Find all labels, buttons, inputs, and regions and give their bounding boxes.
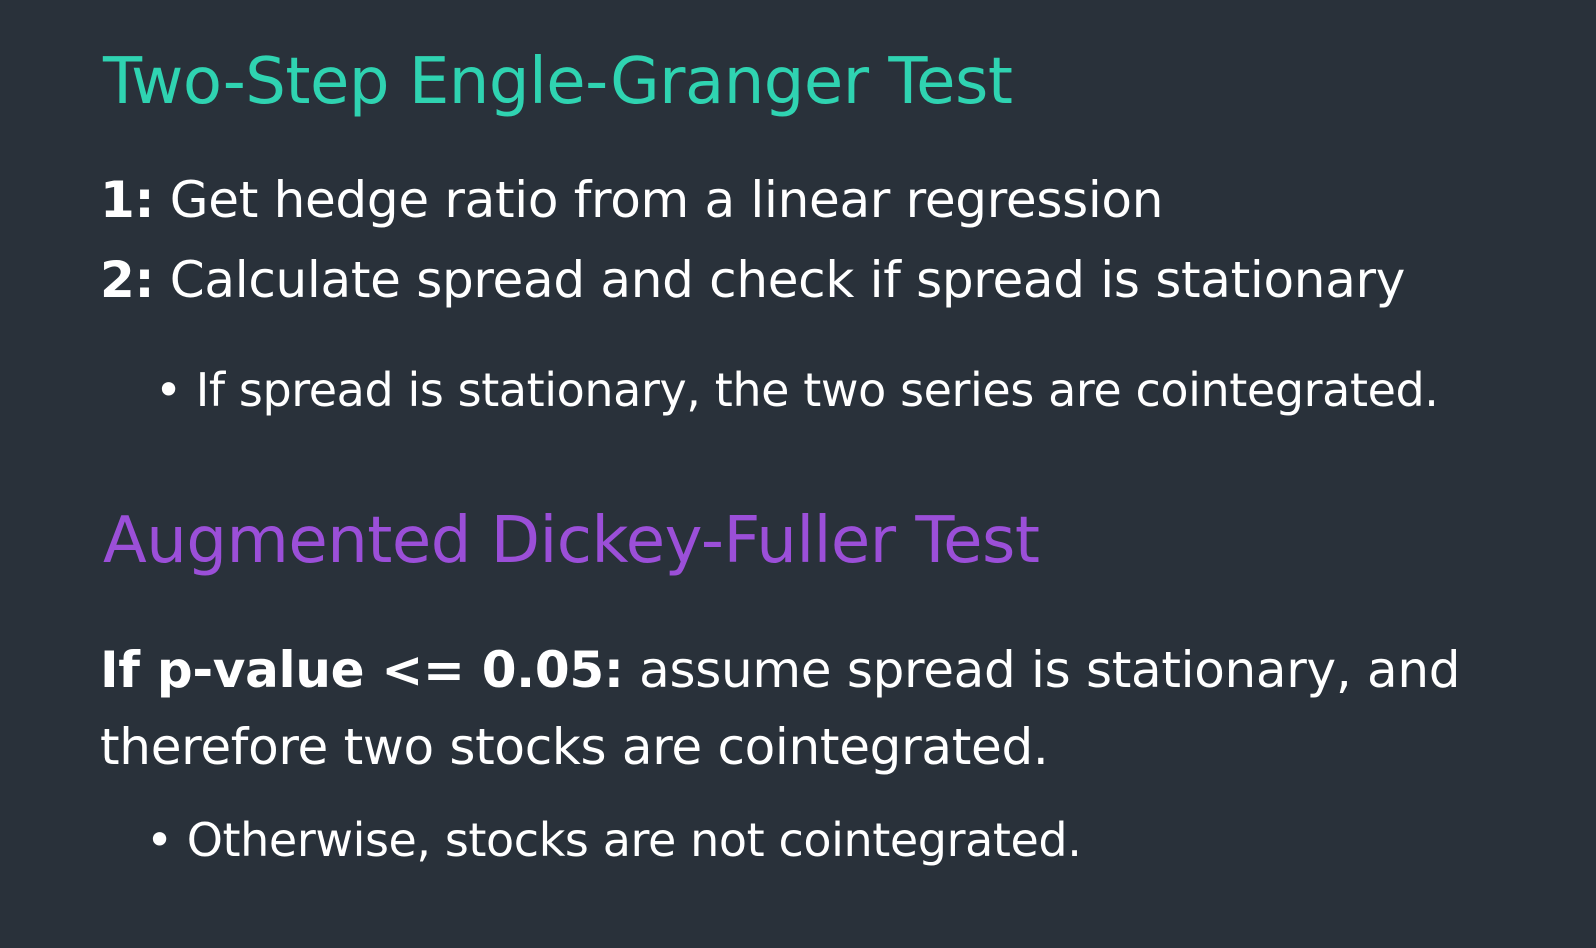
otherwise-bullet-text: Otherwise, stocks are not cointegrated. [186,813,1082,867]
otherwise-bullet: • Otherwise, stocks are not cointegrated. [146,813,1082,867]
step-2: 2: Calculate spread and check if spread … [100,255,1405,305]
p-value-rule: If p-value <= 0.05: assume spread is sta… [100,632,1550,786]
stationary-bullet-text: If spread is stationary, the two series … [195,363,1439,417]
step-1-text: Get hedge ratio from a linear regression [169,171,1164,229]
step-1-label: 1: [100,171,155,229]
p-value-conclusion: assume spread is stationary, and therefo… [100,641,1461,776]
stationary-bullet: • If spread is stationary, the two series… [155,367,1439,413]
p-value-condition: If p-value <= 0.05: [100,641,624,699]
engle-granger-heading: Two-Step Engle-Granger Test [103,45,1013,119]
step-2-text: Calculate spread and check if spread is … [169,251,1406,309]
bullet-dot: • [146,813,173,867]
step-2-label: 2: [100,251,155,309]
adf-heading: Augmented Dickey-Fuller Test [103,504,1040,578]
bullet-dot: • [155,363,182,417]
step-1: 1: Get hedge ratio from a linear regress… [100,175,1163,225]
